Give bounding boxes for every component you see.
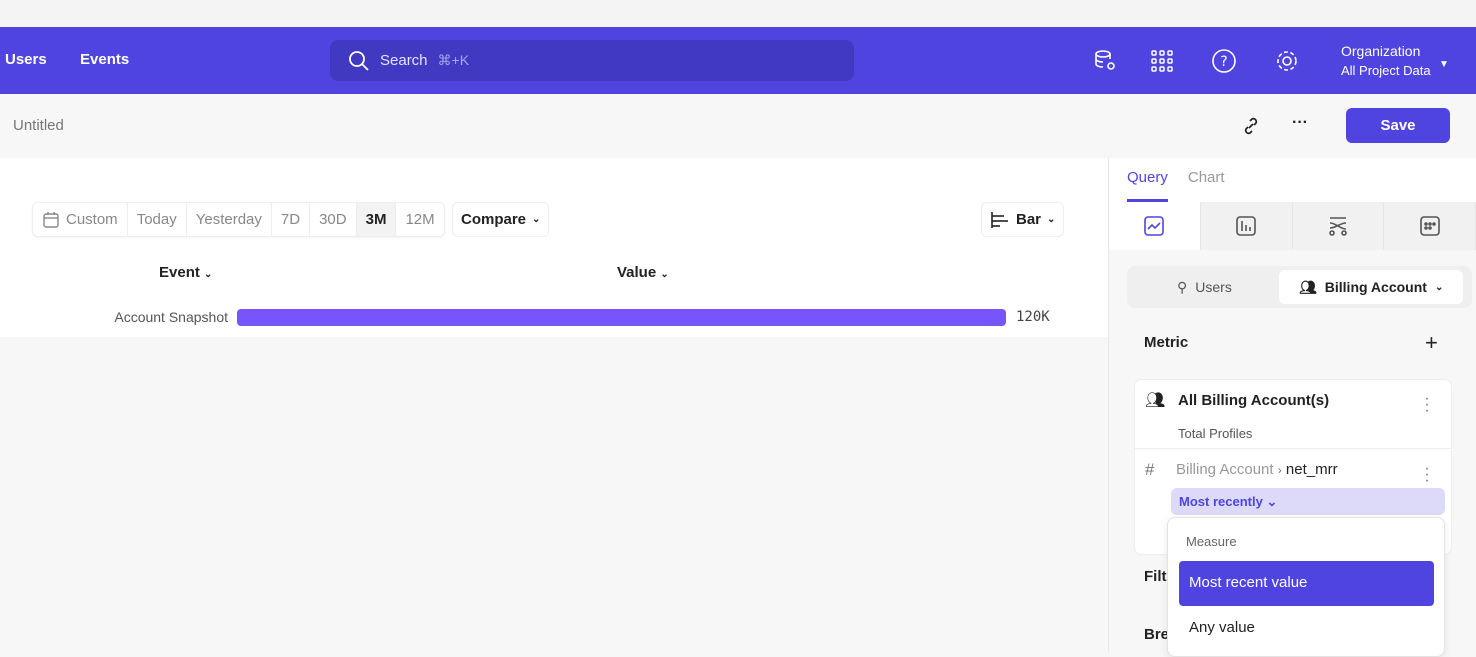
- date-12m[interactable]: 12M: [405, 211, 435, 228]
- chevron-down-icon: ⌄: [660, 269, 669, 280]
- chevron-down-icon: ⌄: [1047, 214, 1056, 225]
- chart-area: Custom Today Yesterday 7D 30D 3M 12M Com…: [0, 158, 1108, 337]
- bar-account-snapshot[interactable]: [237, 309, 1006, 326]
- breakdown-label: Bre: [1144, 626, 1170, 643]
- search-icon: [349, 50, 369, 71]
- chevron-down-icon: ⌄: [1266, 494, 1278, 509]
- date-today[interactable]: Today: [128, 203, 187, 236]
- date-yesterday[interactable]: Yesterday: [187, 203, 272, 236]
- property-name: net_mrr: [1285, 461, 1338, 478]
- dropdown-header: Measure: [1186, 534, 1237, 549]
- date-range-picker: Custom Today Yesterday 7D 30D 3M 12M: [32, 202, 445, 237]
- value-column-header[interactable]: Value ⌄: [617, 264, 669, 281]
- numeric-property-icon: #: [1145, 460, 1155, 479]
- database-settings-icon[interactable]: [1092, 48, 1118, 74]
- search-input[interactable]: Search ⌘+K: [330, 40, 854, 81]
- event-header-label: Event: [159, 264, 200, 281]
- compare-label: Compare: [461, 211, 527, 228]
- entity-segment: ⚲ Users 👥︎ Billing Account ⌄: [1127, 266, 1472, 308]
- bar-value-label: 120K: [1016, 309, 1050, 325]
- metric-title[interactable]: All Billing Account(s): [1178, 392, 1330, 409]
- add-metric-icon[interactable]: +: [1425, 330, 1438, 355]
- retention-icon[interactable]: [1384, 202, 1476, 250]
- tab-chart[interactable]: Chart: [1187, 169, 1225, 186]
- org-project: All Project Data: [1341, 63, 1431, 78]
- event-column-header[interactable]: Event ⌄: [159, 264, 212, 281]
- org-switcher[interactable]: Organization All Project Data ▼: [1341, 41, 1449, 81]
- measure-dropdown: Measure Most recent value Any value: [1167, 517, 1445, 657]
- measure-chip[interactable]: Most recently ⌄: [1171, 488, 1445, 515]
- calendar-icon: [43, 211, 59, 228]
- chevron-down-icon: ⌄: [204, 269, 213, 280]
- search-shortcut: ⌘+K: [437, 52, 470, 68]
- chevron-right-icon: ›: [1277, 463, 1282, 477]
- option-any-value[interactable]: Any value: [1189, 619, 1255, 636]
- report-title[interactable]: Untitled: [13, 117, 64, 134]
- property-menu-icon[interactable]: · · ·: [1424, 460, 1430, 489]
- date-3m[interactable]: 3M: [356, 203, 397, 236]
- apps-grid-icon[interactable]: [1149, 48, 1175, 74]
- caret-down-icon: ▼: [1439, 59, 1449, 70]
- metric-menu-icon[interactable]: · · ·: [1424, 390, 1430, 419]
- divider: [1135, 448, 1451, 449]
- metric-subtitle: Total Profiles: [1178, 426, 1253, 441]
- tab-query[interactable]: Query: [1127, 158, 1168, 202]
- metric-label: Metric: [1144, 334, 1189, 351]
- save-button[interactable]: Save: [1346, 108, 1450, 143]
- chevron-down-icon: ⌄: [532, 214, 541, 225]
- measure-chip-label: Most recently: [1179, 494, 1263, 509]
- segment-users-label: Users: [1195, 279, 1232, 295]
- segment-billing-account[interactable]: 👥︎ Billing Account ⌄: [1279, 270, 1464, 304]
- help-icon[interactable]: ?: [1211, 48, 1237, 74]
- user-icon: ⚲: [1177, 278, 1188, 295]
- report-header: Untitled ··· Save: [0, 94, 1476, 158]
- property-parent: Billing Account: [1176, 461, 1274, 478]
- bar-label: Account Snapshot: [114, 309, 228, 325]
- chevron-down-icon: ⌄: [1434, 281, 1444, 293]
- insights-icon[interactable]: [1109, 202, 1201, 250]
- settings-icon[interactable]: [1274, 48, 1300, 74]
- property-path[interactable]: Billing Account › net_mrr: [1176, 461, 1338, 478]
- group-icon: 👥︎: [1299, 278, 1317, 295]
- top-nav: Users Events Search ⌘+K ? Organization A…: [0, 27, 1476, 94]
- org-name: Organization: [1341, 43, 1421, 59]
- bar-chart-icon: [991, 211, 1008, 228]
- nav-events[interactable]: Events: [80, 51, 130, 68]
- date-custom-label: Custom: [66, 211, 118, 228]
- more-icon[interactable]: ···: [1292, 114, 1308, 131]
- date-7d[interactable]: 7D: [272, 203, 311, 236]
- nav-users[interactable]: Users: [5, 51, 47, 68]
- value-header-label: Value: [617, 264, 657, 281]
- flows-icon[interactable]: [1292, 202, 1385, 250]
- group-icon: 👥︎: [1145, 392, 1166, 409]
- bar-report-icon[interactable]: [1200, 202, 1293, 250]
- top-strip: [0, 0, 1476, 27]
- segment-users[interactable]: ⚲ Users: [1177, 270, 1232, 304]
- chart-type-label: Bar: [1016, 211, 1042, 228]
- chart-type-button[interactable]: Bar ⌄: [981, 202, 1065, 237]
- date-30d[interactable]: 30D: [310, 203, 357, 236]
- link-icon[interactable]: [1241, 116, 1261, 141]
- date-custom[interactable]: Custom: [33, 203, 128, 236]
- option-most-recent-value[interactable]: Most recent value: [1179, 561, 1434, 606]
- search-placeholder: Search: [380, 52, 428, 69]
- compare-button[interactable]: Compare ⌄: [452, 202, 550, 237]
- svg-text:?: ?: [1220, 54, 1227, 70]
- segment-billing-label: Billing Account: [1324, 279, 1427, 295]
